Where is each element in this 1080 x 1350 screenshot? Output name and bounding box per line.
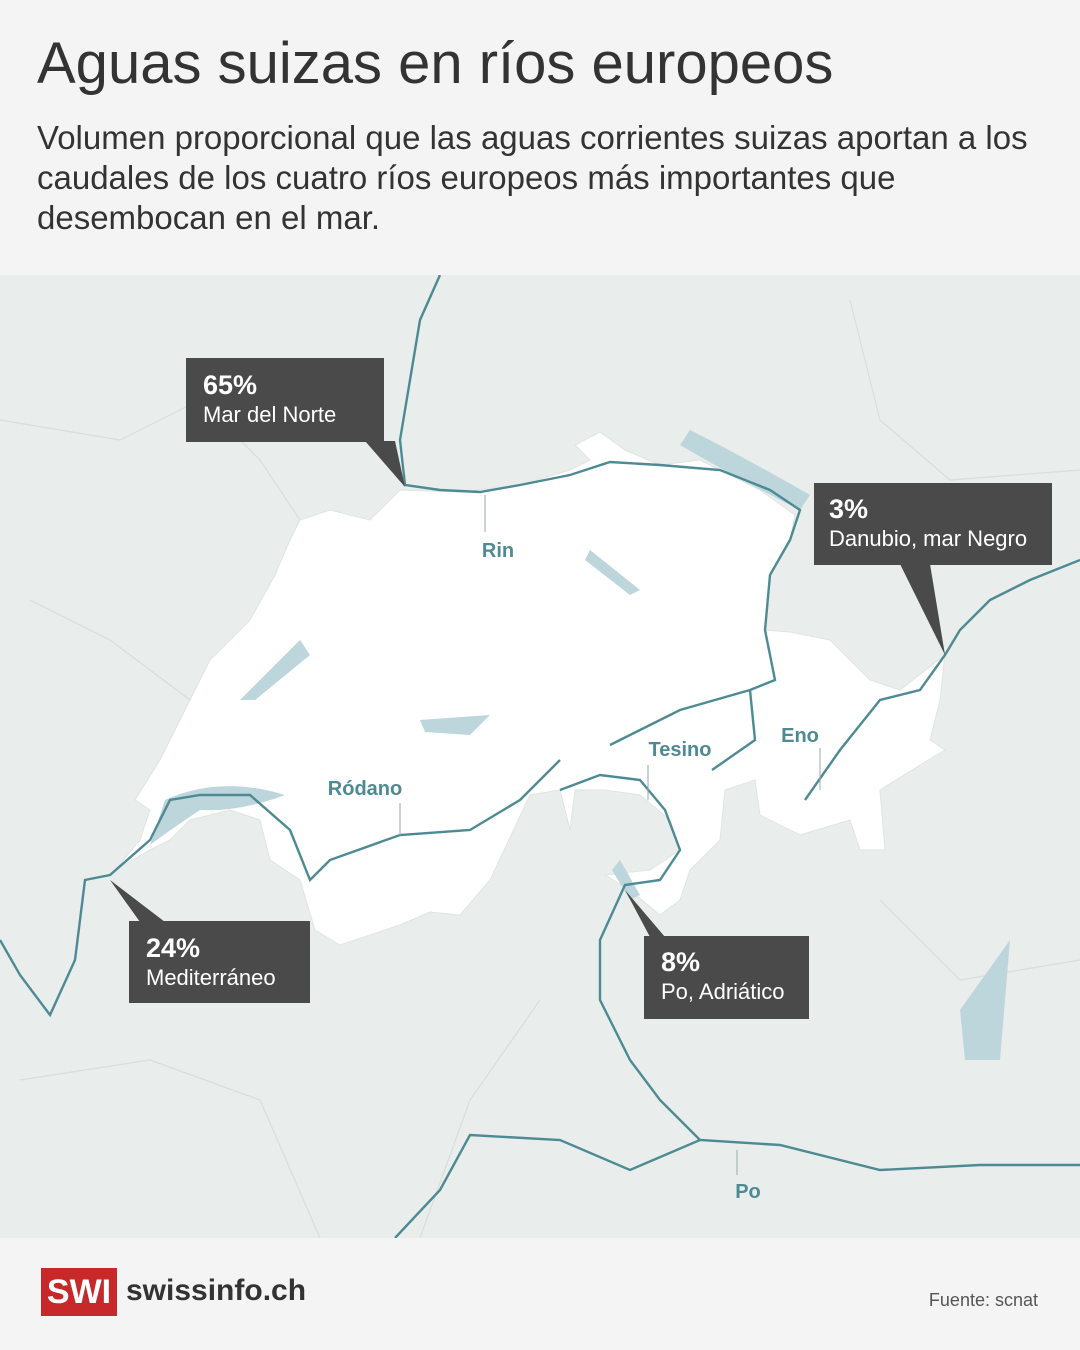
river-leaders [399,495,821,1175]
map: Rin Ródano Tesino Eno Po 65% Mar del Nor… [0,275,1080,1238]
brand[interactable]: swissinfo.ch [126,1274,307,1307]
callout-label: Po, Adriático [661,979,785,1004]
river-label: Tesino [649,739,712,761]
river-label: Ródano [328,778,402,800]
callout-label: Danubio, mar Negro [829,526,1027,551]
river-label: Po [735,1181,761,1203]
footer: SWI swissinfo.ch Fuente: scnat [0,1238,1080,1350]
river-label: Rin [482,540,514,562]
callout-label: Mediterráneo [146,965,276,990]
switzerland [114,431,946,946]
subtitle: Volumen proporcional que las aguas corri… [37,119,1028,236]
river-label: Eno [781,725,819,747]
lakes [150,430,1010,1060]
callout-label: Mar del Norte [203,402,336,427]
header: Aguas suizas en ríos europeos Volumen pr… [0,0,1080,275]
callout-value: 24% [146,933,200,963]
logo[interactable]: SWI [41,1268,117,1316]
callout-value: 3% [829,494,868,524]
callout-boxes [110,358,1052,1019]
callout-value: 8% [661,947,700,977]
source: Fuente: scnat [928,1290,1038,1310]
callout-value: 65% [203,370,257,400]
title: Aguas suizas en ríos europeos [37,31,834,96]
